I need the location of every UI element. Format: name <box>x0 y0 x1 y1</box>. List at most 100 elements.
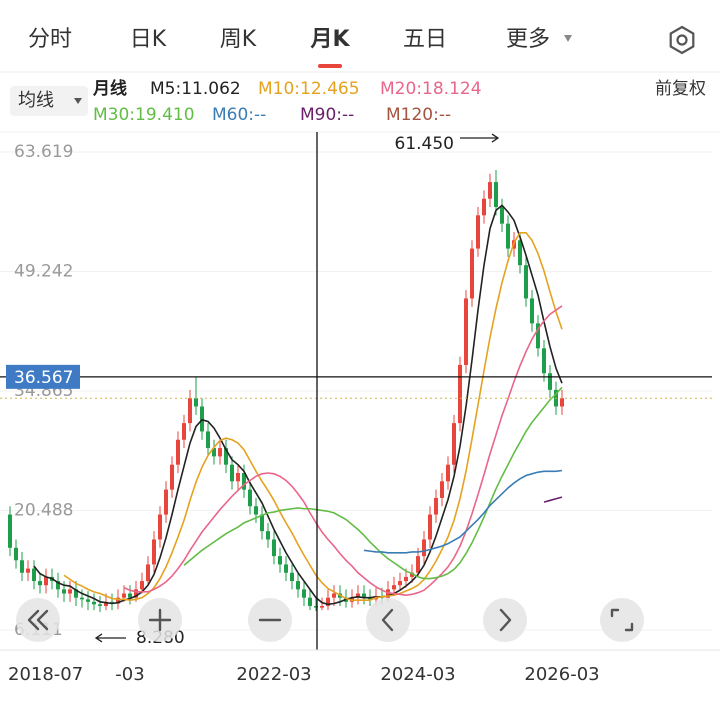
candle-body <box>248 489 252 507</box>
candle-body <box>302 589 306 598</box>
settings-center[interactable] <box>676 34 688 46</box>
tab[interactable]: 日K <box>130 27 167 52</box>
candle-body <box>440 481 444 498</box>
tab[interactable]: 分时 <box>28 27 72 52</box>
candle-body <box>206 431 210 449</box>
legend-entry: M120:-- <box>386 105 451 125</box>
candle-body <box>320 605 324 608</box>
candle-body <box>356 593 360 598</box>
candle-body <box>140 581 144 590</box>
ma-line <box>123 305 563 596</box>
left-icon <box>381 608 394 632</box>
candle-body <box>416 556 420 573</box>
candle-body <box>488 182 492 199</box>
next-button[interactable] <box>483 598 527 642</box>
expand-icon <box>610 608 634 632</box>
legend-entry: M10:12.465 <box>258 79 360 99</box>
y-tick-label: 20.488 <box>14 501 73 521</box>
adjust-mode[interactable]: 前复权 <box>655 79 706 99</box>
y-tick-label: 63.619 <box>14 142 73 162</box>
candle-body <box>98 604 102 606</box>
y-tick-label: 49.242 <box>14 262 73 282</box>
candle-body <box>26 568 30 573</box>
candle-body <box>296 581 300 590</box>
settings-hexagon[interactable] <box>669 25 695 55</box>
candle-body <box>146 564 150 582</box>
candle-body <box>182 423 186 440</box>
plot <box>0 151 712 631</box>
candle-body <box>482 198 486 216</box>
candle-body <box>134 589 138 598</box>
candle-body <box>44 576 48 586</box>
legend-entry: M5:11.062 <box>150 79 241 99</box>
candle-body <box>518 240 522 266</box>
candle-body <box>8 514 12 548</box>
tab[interactable]: 更多 <box>506 27 550 52</box>
ma-line <box>63 231 563 601</box>
settings-icon[interactable] <box>669 25 695 55</box>
candle-body <box>458 364 462 424</box>
candle-body <box>218 448 222 457</box>
period-label: 月线 <box>92 78 127 99</box>
fullscreen-button[interactable] <box>600 598 644 642</box>
control-icons <box>27 608 634 632</box>
candle-body <box>92 601 96 605</box>
legend-entry: M30:19.410 <box>93 105 195 125</box>
candle-body <box>314 605 318 608</box>
candle-body <box>260 514 264 532</box>
candle-body <box>32 568 36 582</box>
candle-body <box>278 556 282 565</box>
candle-body <box>524 265 528 299</box>
candle-body <box>14 547 18 561</box>
x-axis: 2018-07 -03 2022-03 2024-03 2026-03 <box>8 664 600 685</box>
more-caret <box>564 35 572 42</box>
candle-body <box>242 472 246 490</box>
high-annotation: 61.450 <box>395 134 454 154</box>
candle-body <box>200 406 204 432</box>
candle-body <box>104 601 108 606</box>
candle-body <box>494 182 498 208</box>
candle-body <box>68 589 72 594</box>
candle-body <box>446 464 450 482</box>
ma-line <box>183 386 563 580</box>
candle-body <box>212 448 216 457</box>
ma-line <box>543 496 563 503</box>
candle-body <box>56 581 60 590</box>
candle-body <box>410 572 414 577</box>
tab[interactable]: 五日 <box>403 27 447 52</box>
candle-body <box>266 531 270 540</box>
candle-body <box>236 472 240 482</box>
candle-body <box>290 572 294 582</box>
candle-body <box>548 373 552 390</box>
candle-body <box>404 576 408 582</box>
candle-body <box>152 539 156 565</box>
ma-button-bg[interactable] <box>10 86 88 116</box>
plus-icon <box>148 608 172 632</box>
candle-body <box>332 593 336 598</box>
candle-body <box>386 589 390 598</box>
candle-body <box>188 398 192 424</box>
candle-body <box>194 398 198 407</box>
ma-line <box>363 469 563 554</box>
x-tick-label: 2022-03 <box>236 664 311 685</box>
candle-body <box>80 597 84 600</box>
high-arrow <box>460 133 500 143</box>
right-icon <box>499 608 512 632</box>
candle-body <box>164 489 168 515</box>
prev-button[interactable] <box>366 598 410 642</box>
crosshair-label: 36.567 <box>14 368 73 388</box>
ma-button[interactable]: 均线 <box>18 90 54 111</box>
period-tabs: 分时 日K 周K 月K 五日 更多 <box>28 27 550 68</box>
x-tick-label: 2018-07 <box>8 664 83 685</box>
candle-body <box>560 398 564 407</box>
candle-body <box>452 423 456 465</box>
candle-body <box>110 601 114 604</box>
candle-body <box>428 514 432 540</box>
tab[interactable]: 月K <box>309 27 350 52</box>
candle-body <box>170 464 174 490</box>
tab[interactable]: 周K <box>220 27 257 52</box>
candle-body <box>530 298 534 324</box>
